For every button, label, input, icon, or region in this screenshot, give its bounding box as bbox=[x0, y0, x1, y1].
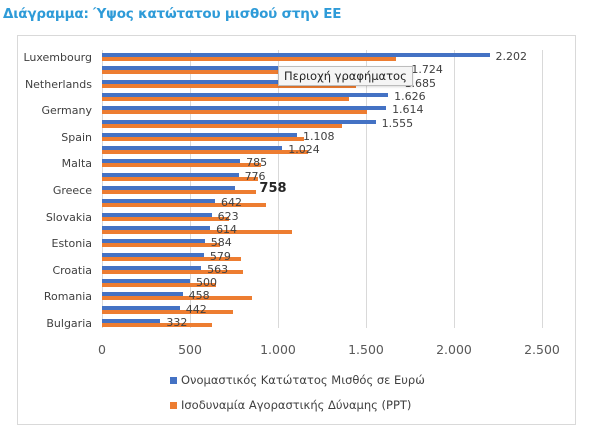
bar-ppp[interactable] bbox=[102, 229, 293, 234]
x-tick-label: 2.500 bbox=[524, 342, 560, 357]
bar-nominal[interactable] bbox=[102, 159, 241, 164]
chart-area-tooltip: Περιοχή γραφήματος bbox=[278, 66, 413, 86]
bar-ppp[interactable] bbox=[102, 70, 375, 75]
data-label: 758 bbox=[259, 181, 287, 196]
category-label: Romania bbox=[43, 290, 92, 304]
category-label: Luxembourg bbox=[23, 51, 92, 64]
bar-ppp[interactable] bbox=[102, 256, 241, 261]
x-tick-label: 2.000 bbox=[436, 342, 472, 357]
data-label: 1.724 bbox=[411, 63, 443, 77]
bar-nominal[interactable] bbox=[102, 279, 190, 284]
bar-ppp[interactable] bbox=[102, 123, 343, 128]
category-label: Slovakia bbox=[45, 210, 92, 224]
data-label: 458 bbox=[188, 289, 210, 303]
bar-nominal[interactable] bbox=[102, 265, 202, 270]
data-label: 579 bbox=[209, 249, 231, 263]
bar-ppp[interactable] bbox=[102, 243, 220, 248]
bar-nominal[interactable] bbox=[102, 292, 183, 297]
category-label: Malta bbox=[61, 157, 92, 171]
bar-nominal[interactable] bbox=[102, 172, 239, 177]
legend-item-ppp[interactable]: Ισοδυναμία Αγοραστικής Δύναμης (PPT) bbox=[170, 398, 411, 412]
bar-nominal[interactable] bbox=[102, 106, 387, 111]
bar-ppp[interactable] bbox=[102, 136, 305, 141]
bar-nominal[interactable] bbox=[102, 146, 283, 151]
category-label: Spain bbox=[61, 130, 92, 144]
data-label: 776 bbox=[244, 169, 266, 183]
data-label: 442 bbox=[185, 302, 207, 316]
plot-area[interactable]: 2.202 1.724 1.685 1.626 1.614 1.555 1.108 1.024… bbox=[102, 50, 543, 329]
data-label: 1.024 bbox=[288, 143, 320, 157]
bar-ppp[interactable] bbox=[102, 83, 357, 88]
bar-ppp[interactable] bbox=[102, 296, 252, 301]
bar-nominal[interactable] bbox=[102, 305, 180, 310]
data-label: 1.626 bbox=[394, 89, 426, 103]
category-label: Greece bbox=[52, 184, 92, 197]
category-label: Germany bbox=[41, 104, 92, 118]
bar-nominal[interactable] bbox=[102, 199, 215, 204]
category-label: Estonia bbox=[51, 237, 93, 251]
bar-nominal[interactable] bbox=[102, 132, 297, 137]
x-tick-label: 1.000 bbox=[260, 342, 296, 357]
data-label: 1.614 bbox=[392, 103, 424, 117]
data-label: 623 bbox=[217, 209, 239, 223]
legend-label: Ονομαστικός Κατώτατος Μισθός σε Ευρώ bbox=[181, 373, 425, 387]
bar-ppp[interactable] bbox=[102, 269, 244, 274]
data-label: 332 bbox=[166, 316, 188, 329]
bar-ppp[interactable] bbox=[102, 57, 396, 61]
bar-ppp[interactable] bbox=[102, 190, 257, 194]
bar-nominal[interactable] bbox=[102, 92, 389, 97]
data-label: 584 bbox=[210, 236, 232, 250]
bar-ppp[interactable] bbox=[102, 283, 217, 288]
blue-square-icon bbox=[170, 376, 177, 384]
gridline bbox=[366, 50, 367, 328]
bar-nominal[interactable] bbox=[102, 53, 490, 57]
bar-ppp[interactable] bbox=[102, 150, 309, 155]
data-label: 642 bbox=[220, 196, 242, 210]
bar-nominal[interactable] bbox=[102, 252, 204, 257]
data-label: 500 bbox=[196, 276, 217, 290]
bar-nominal[interactable] bbox=[102, 212, 212, 217]
orange-square-icon bbox=[170, 401, 177, 409]
data-label: 563 bbox=[207, 262, 229, 276]
legend-item-nominal[interactable]: Ονομαστικός Κατώτατος Μισθός σε Ευρώ bbox=[170, 373, 425, 387]
bar-nominal[interactable] bbox=[102, 66, 406, 71]
bar-ppp[interactable] bbox=[102, 216, 229, 221]
bar-ppp[interactable] bbox=[102, 176, 258, 181]
bar-nominal[interactable] bbox=[102, 319, 161, 323]
category-label: Netherlands bbox=[24, 77, 92, 91]
gridline bbox=[278, 50, 279, 328]
gridline bbox=[454, 50, 455, 328]
bar-ppp[interactable] bbox=[102, 203, 267, 208]
bar-ppp[interactable] bbox=[102, 96, 350, 101]
bar-nominal[interactable] bbox=[102, 119, 376, 124]
legend-label: Ισοδυναμία Αγοραστικής Δύναμης (PPT) bbox=[181, 398, 412, 412]
bar-ppp[interactable] bbox=[102, 163, 262, 168]
bar-nominal[interactable] bbox=[102, 79, 399, 84]
bar-ppp[interactable] bbox=[102, 309, 233, 314]
page-title: Διάγραμμα: Ύψος κατώτατου μισθού στην ΕΕ bbox=[3, 6, 342, 22]
data-label: 2.202 bbox=[495, 50, 528, 63]
bar-ppp[interactable] bbox=[102, 323, 212, 327]
data-label: 1.555 bbox=[381, 116, 414, 130]
data-label: 1.108 bbox=[303, 129, 335, 143]
category-label: Bulgaria bbox=[46, 317, 92, 330]
bar-nominal[interactable] bbox=[102, 239, 205, 244]
x-tick-label: 0 bbox=[98, 342, 106, 357]
bar-nominal[interactable] bbox=[102, 225, 211, 230]
x-tick-label: 500 bbox=[178, 342, 202, 357]
bar-nominal[interactable] bbox=[102, 186, 236, 190]
gridline bbox=[542, 50, 543, 328]
data-label: 785 bbox=[246, 156, 268, 170]
category-label: Croatia bbox=[52, 263, 92, 277]
data-label: 614 bbox=[216, 222, 238, 236]
bar-ppp[interactable] bbox=[102, 110, 367, 115]
x-tick-label: 1.500 bbox=[348, 342, 384, 357]
